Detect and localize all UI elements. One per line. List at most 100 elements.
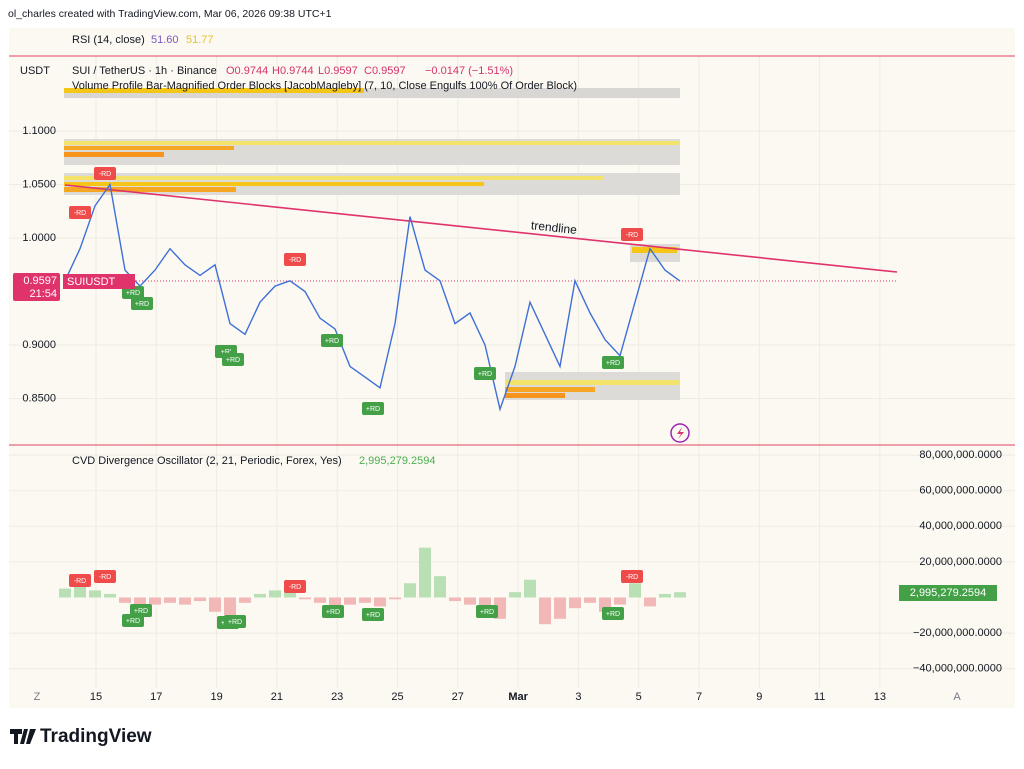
flash-bolt — [677, 427, 684, 439]
cvd-bar — [674, 592, 686, 598]
signal-badge — [94, 167, 116, 180]
signal-badge — [621, 228, 643, 241]
signal-label: +RD — [126, 290, 140, 297]
cvd-bar — [554, 597, 566, 619]
price-tick-label: 1.0000 — [22, 232, 56, 244]
cvd-bar — [179, 597, 191, 605]
trendline-label: trendline — [530, 218, 578, 237]
chart-bg — [9, 28, 1015, 708]
cvd-bar — [419, 547, 431, 598]
time-tick-label: 11 — [814, 691, 825, 703]
last-price: 0.9597 — [23, 275, 57, 287]
signal-label: +R' — [221, 349, 231, 356]
cvd-bar — [74, 586, 86, 598]
cvd-bar — [329, 597, 341, 609]
cvd-value: 2,995,279.2594 — [359, 455, 435, 467]
signal-label: +RD — [325, 338, 339, 345]
time-tick-label: 25 — [391, 691, 403, 703]
cvd-bar — [104, 593, 116, 598]
signal-label: +RD — [226, 357, 240, 364]
cvd-bar — [119, 597, 131, 603]
cvd-bar — [89, 590, 101, 598]
cvd-tick-label: −40,000,000.0000 — [913, 663, 1002, 675]
signal-badge — [224, 615, 246, 628]
cvd-bar — [134, 597, 146, 607]
signal-label: -RD — [74, 210, 86, 217]
cvd-bar — [479, 597, 491, 609]
cvd-bar — [254, 593, 266, 598]
cvd-tick-label: −20,000,000.0000 — [913, 627, 1002, 639]
ticker-tag-bg — [63, 274, 135, 289]
signal-badge — [474, 367, 496, 380]
signal-badge — [284, 580, 306, 593]
signal-label: +RD — [478, 371, 492, 378]
signal-badge — [602, 607, 624, 620]
signal-badge — [362, 608, 384, 621]
cvd-bar — [164, 597, 176, 603]
time-tick-label: 17 — [150, 691, 162, 703]
flash-icon[interactable] — [670, 423, 690, 443]
cvd-bar — [224, 597, 236, 616]
signal-label: +RD — [606, 360, 620, 367]
ohlc-low: L0.9597 — [318, 65, 358, 77]
time-tick-label: 9 — [756, 691, 762, 703]
signal-badge — [284, 253, 306, 266]
order-blocks — [64, 88, 680, 400]
signal-label: +RD — [366, 612, 380, 619]
signal-badge — [362, 402, 384, 415]
cvd-tick-label: 40,000,000.0000 — [919, 520, 1002, 532]
cvd-bar — [659, 593, 671, 598]
time-tick-label: 27 — [452, 691, 464, 703]
time-tick-label: 19 — [210, 691, 222, 703]
cvd-bar — [569, 597, 581, 609]
cvd-bar — [59, 588, 71, 598]
cvd-bar — [539, 597, 551, 625]
grid — [9, 56, 1015, 688]
signal-label: +RD — [228, 619, 242, 626]
ticker-tag: SUIUSDT — [67, 276, 116, 288]
cvd-bar — [299, 597, 311, 600]
signal-label: +RD — [135, 301, 149, 308]
signal-badge — [69, 206, 91, 219]
trendline — [64, 184, 898, 273]
price-tick-label: 0.8500 — [22, 392, 56, 404]
logo-text: TradingView — [40, 726, 152, 747]
cvd-tick-label: 60,000,000.0000 — [919, 485, 1002, 497]
time-tick-label: 3 — [575, 691, 581, 703]
zoom-button[interactable]: Z — [34, 691, 41, 703]
signal-label: -RD — [99, 171, 111, 178]
credit: ol_charles created with TradingView.com,… — [8, 8, 332, 20]
time-tick-label: 23 — [331, 691, 343, 703]
signal-badge — [322, 605, 344, 618]
time-tick-label: 15 — [90, 691, 102, 703]
currency: USDT — [20, 65, 50, 77]
rsi-ma: 51.77 — [186, 34, 214, 46]
signal-label: -RD — [99, 574, 111, 581]
signal-badge — [122, 286, 144, 299]
auto-button[interactable]: A — [953, 691, 961, 703]
cvd-bar — [194, 597, 206, 602]
cvd-bar — [269, 590, 281, 598]
cvd-bar — [629, 583, 641, 598]
time-tick-label: 13 — [874, 691, 886, 703]
signal-badge — [69, 574, 91, 587]
cvd-bar — [209, 597, 221, 612]
signal-label: +RD — [126, 618, 140, 625]
cvd-tick-label: 80,000,000.0000 — [919, 449, 1002, 461]
signal-label: +RD — [480, 609, 494, 616]
ohlc-high: H0.9744 — [272, 65, 314, 77]
time-tick-label: 21 — [271, 691, 283, 703]
cvd-bar — [374, 597, 386, 607]
cvd-bar — [584, 597, 596, 603]
signal-badge — [222, 353, 244, 366]
signal-badge — [131, 297, 153, 310]
signal-badge — [130, 604, 152, 617]
ohlc-open: O0.9744 — [226, 65, 268, 77]
signal-badge — [94, 570, 116, 583]
price-tick-label: 1.1000 — [22, 125, 56, 137]
signal-label: -RD — [626, 232, 638, 239]
cvd-bar — [359, 597, 371, 603]
price-tag — [13, 273, 60, 301]
signal-label: +RD — [134, 608, 148, 615]
